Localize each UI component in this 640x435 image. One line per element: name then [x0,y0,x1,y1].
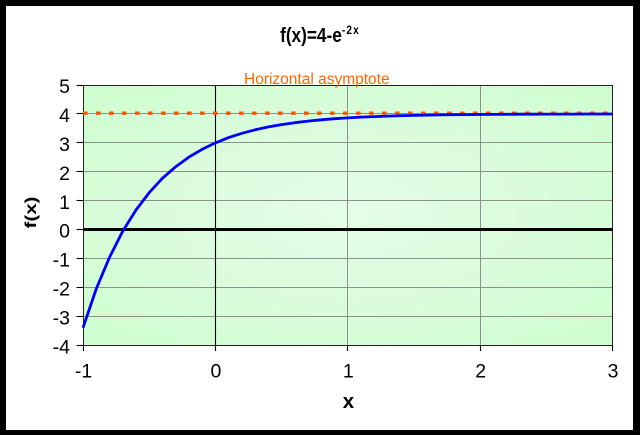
svg-text:5: 5 [59,76,70,98]
svg-text:4: 4 [59,105,70,127]
svg-text:2: 2 [59,163,70,185]
svg-text:-1: -1 [53,250,70,272]
svg-text:3: 3 [608,361,619,383]
svg-text:-2: -2 [53,279,70,301]
svg-text:2: 2 [475,361,486,383]
svg-text:0: 0 [210,361,221,383]
svg-text:0: 0 [59,221,70,243]
svg-text:-4: -4 [53,337,70,359]
svg-text:1: 1 [343,361,354,383]
svg-text:3: 3 [59,134,70,156]
svg-text:-1: -1 [75,361,92,383]
svg-text:1: 1 [59,192,70,214]
svg-text:-3: -3 [53,308,70,330]
